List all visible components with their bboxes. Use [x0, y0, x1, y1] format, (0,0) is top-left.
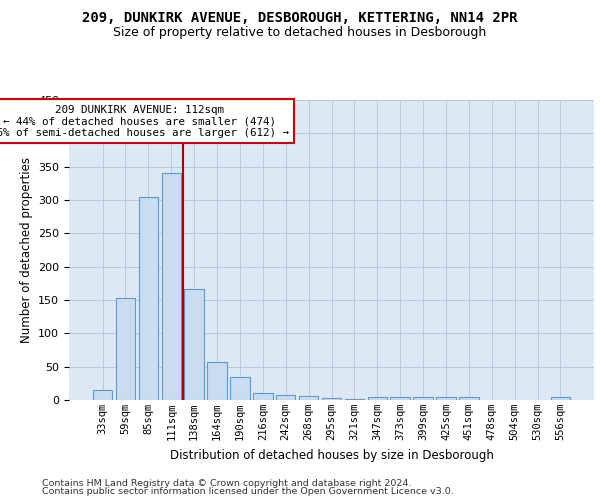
Text: Contains public sector information licensed under the Open Government Licence v3: Contains public sector information licen… [42, 487, 454, 496]
Text: 209, DUNKIRK AVENUE, DESBOROUGH, KETTERING, NN14 2PR: 209, DUNKIRK AVENUE, DESBOROUGH, KETTERI… [82, 11, 518, 25]
Bar [116, 298, 135, 400]
Bar [276, 394, 295, 400]
Bar [208, 362, 227, 400]
Y-axis label: Number of detached properties: Number of detached properties [20, 157, 32, 343]
Text: 209 DUNKIRK AVENUE: 112sqm
← 44% of detached houses are smaller (474)
56% of sem: 209 DUNKIRK AVENUE: 112sqm ← 44% of deta… [0, 104, 289, 138]
Bar [161, 174, 181, 400]
Bar [253, 394, 272, 400]
Text: Contains HM Land Registry data © Crown copyright and database right 2024.: Contains HM Land Registry data © Crown c… [42, 478, 412, 488]
Bar [436, 396, 455, 400]
Bar [391, 396, 410, 400]
Bar [184, 288, 204, 400]
Bar [93, 390, 112, 400]
Bar [139, 196, 158, 400]
Bar [230, 376, 250, 400]
Bar [459, 396, 479, 400]
Bar [551, 396, 570, 400]
Bar [413, 396, 433, 400]
Bar [322, 398, 341, 400]
Bar [344, 398, 364, 400]
Bar [299, 396, 319, 400]
Bar [368, 396, 387, 400]
Text: Size of property relative to detached houses in Desborough: Size of property relative to detached ho… [113, 26, 487, 39]
X-axis label: Distribution of detached houses by size in Desborough: Distribution of detached houses by size … [170, 448, 493, 462]
